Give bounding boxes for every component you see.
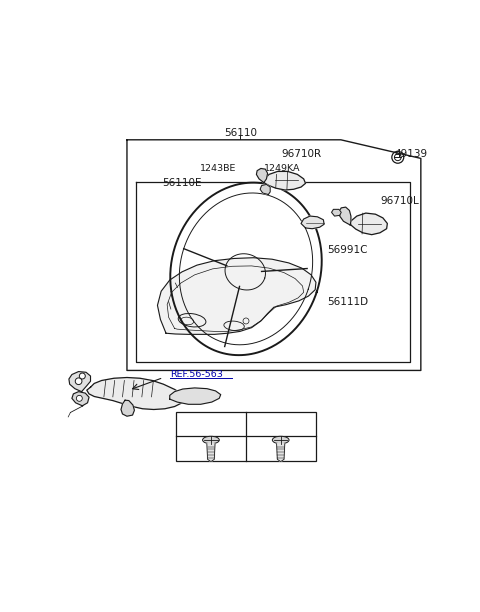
Text: 56991C: 56991C bbox=[327, 245, 368, 255]
Text: 56110: 56110 bbox=[224, 128, 257, 138]
Polygon shape bbox=[260, 184, 270, 195]
Polygon shape bbox=[72, 392, 89, 406]
Circle shape bbox=[79, 373, 85, 379]
Text: REF.56-563: REF.56-563 bbox=[170, 370, 223, 379]
Polygon shape bbox=[170, 388, 221, 405]
Text: 96710R: 96710R bbox=[281, 149, 322, 159]
Polygon shape bbox=[121, 400, 134, 416]
Text: 96710L: 96710L bbox=[381, 196, 420, 206]
Polygon shape bbox=[69, 371, 91, 392]
Circle shape bbox=[75, 378, 82, 384]
Polygon shape bbox=[332, 209, 341, 216]
Text: 1243BE: 1243BE bbox=[200, 164, 236, 173]
Ellipse shape bbox=[272, 436, 289, 444]
Text: 56110E: 56110E bbox=[162, 177, 202, 188]
Polygon shape bbox=[87, 378, 185, 409]
Polygon shape bbox=[350, 213, 387, 234]
Polygon shape bbox=[157, 258, 316, 334]
Circle shape bbox=[76, 395, 83, 401]
Polygon shape bbox=[264, 171, 305, 190]
Text: 56111D: 56111D bbox=[327, 297, 368, 307]
Polygon shape bbox=[339, 207, 351, 225]
Ellipse shape bbox=[203, 436, 219, 444]
Text: 49139: 49139 bbox=[395, 149, 428, 159]
Polygon shape bbox=[207, 444, 215, 461]
Polygon shape bbox=[301, 216, 324, 229]
Polygon shape bbox=[256, 168, 267, 182]
Bar bbox=[176, 412, 315, 461]
Text: 1249KA: 1249KA bbox=[264, 164, 300, 173]
Polygon shape bbox=[276, 444, 285, 461]
